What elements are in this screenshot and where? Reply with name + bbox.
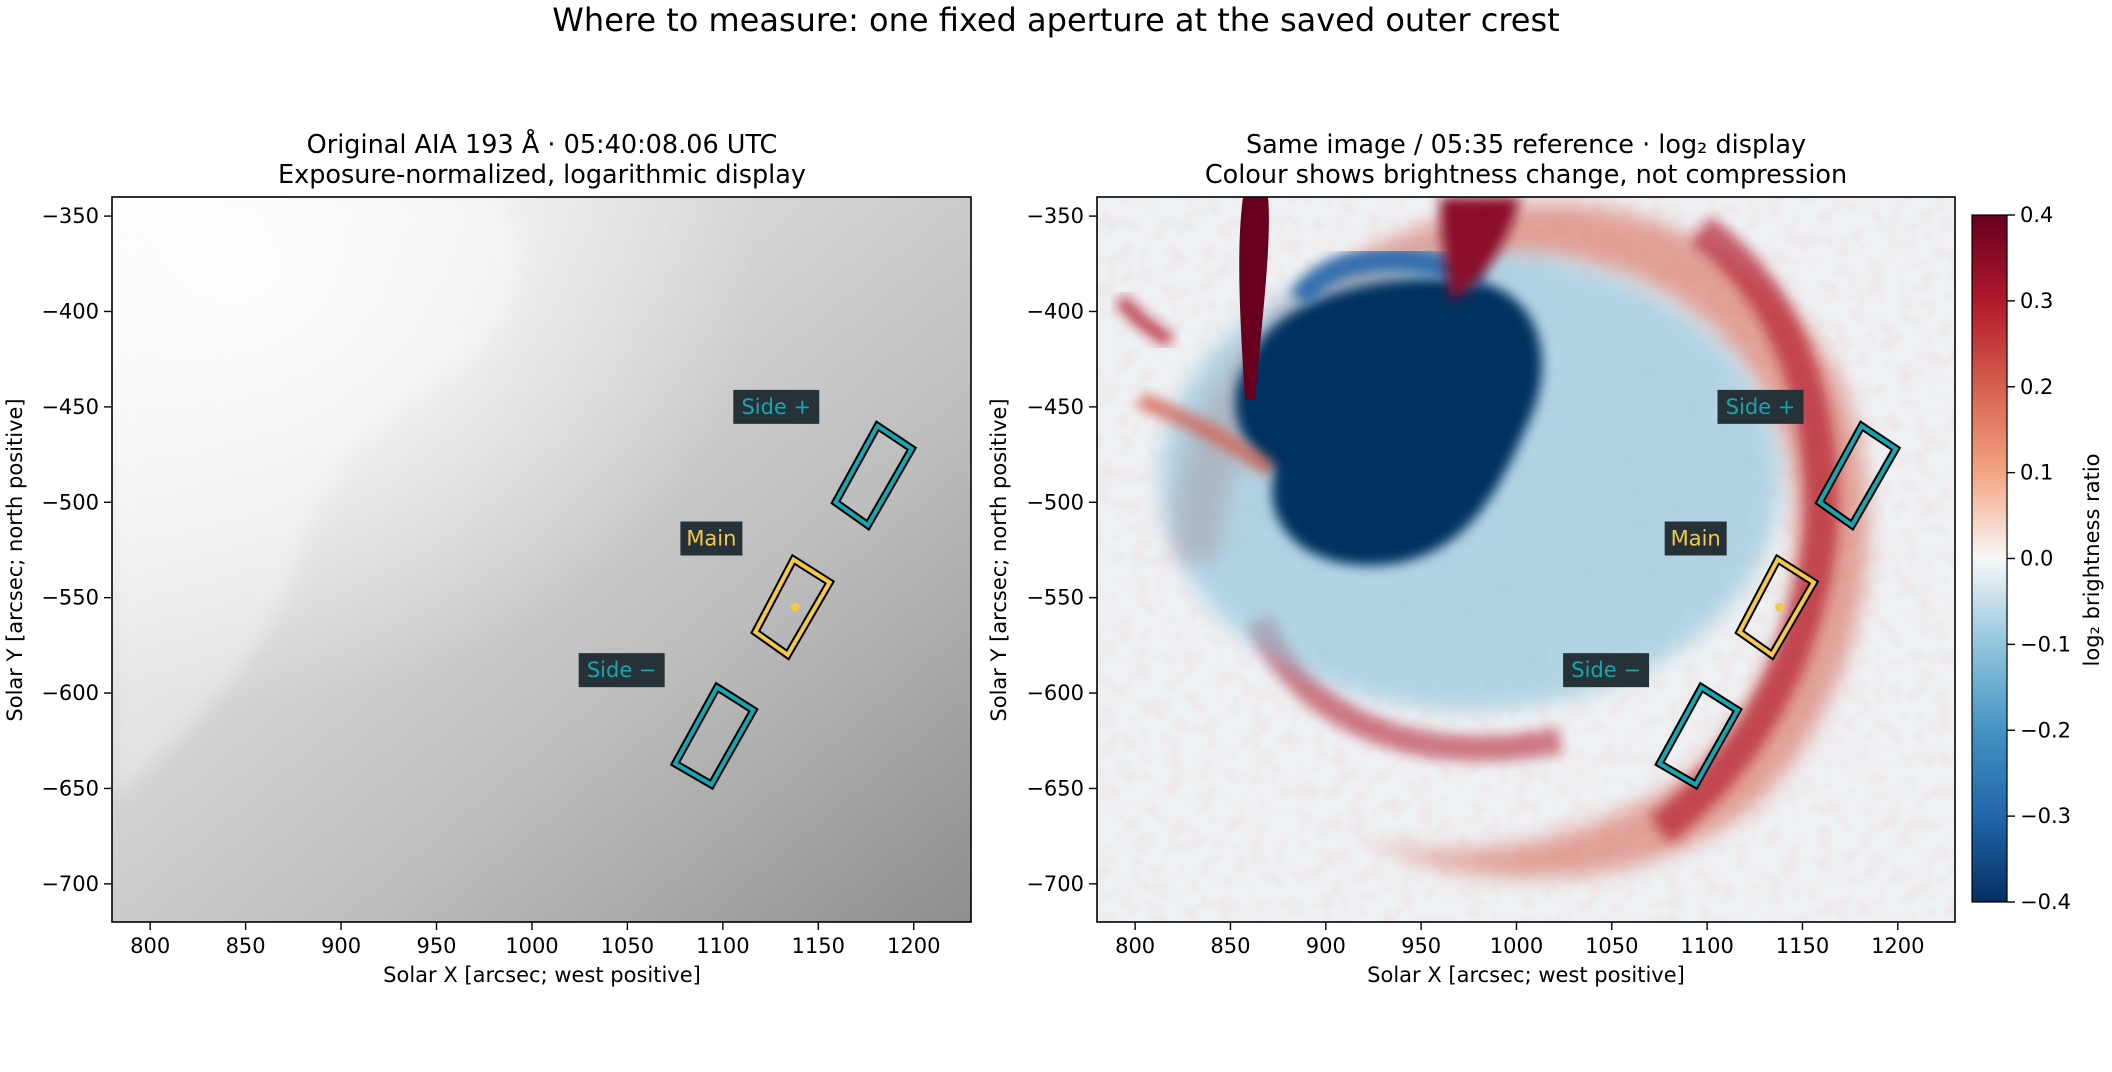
colorbar-tick-label: −0.1 (2020, 632, 2071, 656)
y-tick-label: −550 (1026, 586, 1084, 610)
colorbar-tick-label: 0.1 (2020, 461, 2053, 485)
colorbar-tick-label: 0.0 (2020, 547, 2053, 571)
colorbar-tick-label: −0.2 (2020, 718, 2071, 742)
x-tick-label: 1050 (601, 934, 654, 958)
colorbar-label: log₂ brightness ratio (2080, 454, 2104, 667)
aperture-main (1736, 556, 1817, 658)
x-tick-label: 1050 (1585, 934, 1638, 958)
x-tick-label: 1150 (792, 934, 845, 958)
colorbar-ticks: 0.4 0.3 0.2 0.1 0.0 −0.1 −0.2 −0.3 −0.4 (2007, 203, 2071, 914)
aperture-main-label: Main (1671, 527, 1721, 551)
aperture-side-plus-label: Side + (1726, 395, 1796, 419)
colorbar-tick-label: −0.4 (2020, 890, 2071, 914)
aperture-side-plus-label-box (733, 389, 820, 424)
aperture-side-plus-label-box (1717, 389, 1804, 424)
y-tick-label: −700 (41, 872, 99, 896)
panel-left-title-line1: Original AIA 193 Å · 05:40:08.06 UTC (307, 130, 778, 160)
x-tick-label: 850 (1210, 934, 1250, 958)
colorbar-tick-label: 0.4 (2020, 203, 2053, 227)
aperture-main (752, 556, 833, 658)
panel-left-ylabel: Solar Y [arcsec; north positive] (3, 398, 27, 721)
y-tick-label: −450 (1026, 395, 1084, 419)
y-tick-label: −350 (41, 204, 99, 228)
y-tick-label: −550 (41, 586, 99, 610)
aperture-side-plus (832, 423, 915, 529)
panel-left-apertures: Side + Main Side − (578, 389, 918, 791)
y-tick-label: −600 (1026, 681, 1084, 705)
aperture-side-minus-label-box (578, 653, 665, 688)
x-tick-label: 800 (1115, 934, 1155, 958)
y-tick-label: −650 (1026, 776, 1084, 800)
x-tick-label: 1100 (696, 934, 749, 958)
aperture-side-minus (672, 684, 757, 788)
panel-ratio: Same image / 05:35 reference · log₂ disp… (987, 130, 1956, 987)
x-tick-label: 1200 (1871, 934, 1924, 958)
colorbar-tick-label: 0.2 (2020, 375, 2053, 399)
x-tick-label: 800 (130, 934, 170, 958)
y-tick-label: −400 (41, 299, 99, 323)
y-tick-label: −450 (41, 395, 99, 419)
aperture-side-minus-label: Side − (1571, 658, 1641, 682)
x-tick-label: 1000 (505, 934, 558, 958)
panel-left-title-line2: Exposure-normalized, logarithmic display (278, 160, 806, 190)
x-tick-label: 850 (226, 934, 266, 958)
panel-left-frame (111, 196, 972, 923)
x-tick-label: 1100 (1680, 934, 1733, 958)
x-tick-label: 1200 (887, 934, 940, 958)
panel-left-image (112, 197, 971, 922)
panel-right-ticks: 800 850 900 950 1000 1050 1100 1150 1200 −350 −400… (1026, 204, 1924, 958)
y-tick-label: −650 (41, 776, 99, 800)
colorbar-bar (1971, 214, 2008, 903)
panel-right-apertures: Side + Main Side − (1563, 389, 1902, 791)
panel-right-ylabel: Solar Y [arcsec; north positive] (987, 398, 1011, 721)
colorbar-tick-label: 0.3 (2020, 289, 2053, 313)
aperture-side-plus-label: Side + (741, 395, 811, 419)
aperture-side-minus-label-box (1563, 653, 1650, 688)
panel-right-image (1097, 197, 1955, 922)
y-tick-label: −400 (1026, 299, 1084, 323)
panel-left-ticks: 800 850 900 950 1000 1050 1100 1150 1200 −350 −400… (41, 204, 940, 958)
y-tick-label: −700 (1026, 872, 1084, 896)
x-tick-label: 900 (1306, 934, 1346, 958)
x-tick-label: 950 (1401, 934, 1441, 958)
panel-right-title-line1: Same image / 05:35 reference · log₂ disp… (1246, 130, 1806, 160)
aperture-side-plus (1816, 423, 1899, 529)
y-tick-label: −350 (1026, 204, 1084, 228)
panel-right-xlabel: Solar X [arcsec; west positive] (1367, 963, 1685, 987)
y-tick-label: −600 (41, 681, 99, 705)
y-tick-label: −500 (41, 490, 99, 514)
x-tick-label: 1000 (1490, 934, 1543, 958)
x-tick-label: 1150 (1776, 934, 1829, 958)
y-tick-label: −500 (1026, 490, 1084, 514)
aperture-center-marker (790, 602, 800, 612)
aperture-side-minus (1656, 684, 1741, 788)
colorbar: 0.4 0.3 0.2 0.1 0.0 −0.1 −0.2 −0.3 −0.4 log₂ bri… (1971, 203, 2104, 914)
panel-original: Original AIA 193 Å · 05:40:08.06 UTC Exp… (3, 130, 972, 987)
panel-right-frame (1096, 196, 1956, 923)
panel-right-title-line2: Colour shows brightness change, not comp… (1205, 160, 1847, 190)
panel-left-xlabel: Solar X [arcsec; west positive] (383, 963, 701, 987)
aperture-main-label-box (680, 521, 743, 556)
aperture-center-marker (1775, 602, 1785, 612)
aperture-side-minus-label: Side − (587, 658, 657, 682)
aperture-main-label-box (1664, 521, 1727, 556)
figure-title: Where to measure: one fixed aperture at … (552, 1, 1559, 39)
colorbar-tick-label: −0.3 (2020, 804, 2071, 828)
aperture-main-label: Main (686, 527, 736, 551)
x-tick-label: 900 (321, 934, 361, 958)
x-tick-label: 950 (416, 934, 456, 958)
